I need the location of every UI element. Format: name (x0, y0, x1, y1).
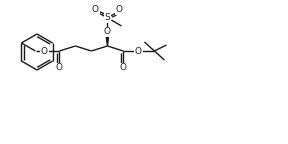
Polygon shape (105, 30, 109, 46)
Text: O: O (135, 47, 142, 55)
Text: O: O (56, 64, 63, 72)
Text: O: O (104, 28, 111, 36)
Text: S: S (105, 14, 110, 22)
Text: O: O (41, 47, 48, 55)
Text: O: O (92, 5, 99, 15)
Text: O: O (120, 64, 127, 72)
Text: O: O (116, 5, 123, 15)
